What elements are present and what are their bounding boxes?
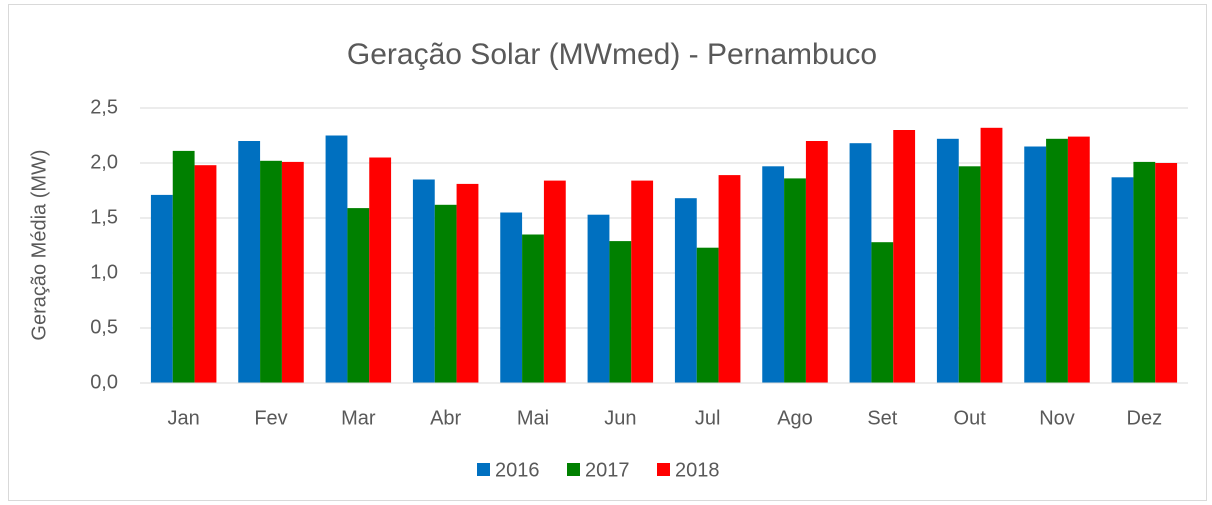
bar xyxy=(500,212,523,383)
bar xyxy=(1111,177,1134,383)
legend-swatch xyxy=(657,463,670,476)
y-tick-label: 1,0 xyxy=(90,261,118,283)
x-tick-label: Jul xyxy=(695,407,721,429)
y-axis-label: Geração Média (MW) xyxy=(28,149,50,340)
bar xyxy=(281,161,304,383)
bar xyxy=(609,241,632,383)
bar xyxy=(674,198,697,383)
bar xyxy=(871,242,894,383)
bar xyxy=(718,175,741,383)
y-tick-label: 2,5 xyxy=(90,96,118,118)
x-tick-label: Ago xyxy=(777,407,813,429)
bar xyxy=(194,165,217,383)
legend-swatch xyxy=(567,463,580,476)
bar xyxy=(849,143,872,383)
bar xyxy=(696,247,719,383)
bar xyxy=(762,166,785,383)
x-tick-label: Mar xyxy=(341,407,376,429)
x-tick-label: Nov xyxy=(1039,407,1075,429)
x-tick-label: Set xyxy=(867,407,897,429)
legend-label: 2017 xyxy=(585,459,630,481)
bar xyxy=(150,194,173,383)
bar xyxy=(172,150,195,383)
chart-title: Geração Solar (MWmed) - Pernambuco xyxy=(347,38,877,71)
legend-swatch xyxy=(477,463,490,476)
legend-label: 2018 xyxy=(675,459,720,481)
bar xyxy=(893,130,916,383)
bar xyxy=(434,204,457,383)
bar xyxy=(522,234,544,383)
bar xyxy=(980,127,1003,383)
y-tick-label: 1,5 xyxy=(90,206,118,228)
x-tick-label: Jun xyxy=(604,407,636,429)
x-tick-label: Mai xyxy=(517,407,549,429)
bar xyxy=(1067,136,1090,383)
bar xyxy=(456,183,479,383)
x-tick-label: Jan xyxy=(168,407,200,429)
bar xyxy=(238,141,261,383)
x-tick-label: Out xyxy=(954,407,987,429)
bar xyxy=(958,166,981,383)
bar xyxy=(369,157,392,383)
bar xyxy=(260,160,282,383)
x-tick-label: Abr xyxy=(430,407,461,429)
bar xyxy=(1155,163,1178,383)
y-tick-label: 2,0 xyxy=(90,151,118,173)
bar xyxy=(805,141,828,383)
bar xyxy=(1133,161,1156,383)
bar xyxy=(412,179,435,383)
bar xyxy=(347,208,370,383)
legend-label: 2016 xyxy=(495,459,540,481)
bar xyxy=(587,214,610,383)
y-tick-label: 0,0 xyxy=(90,371,118,393)
bar xyxy=(936,138,959,383)
bar xyxy=(325,135,348,383)
bar xyxy=(784,178,806,383)
bar xyxy=(1024,146,1047,383)
x-tick-label: Fev xyxy=(254,407,287,429)
x-tick-label: Dez xyxy=(1127,407,1163,429)
y-tick-label: 0,5 xyxy=(90,316,118,338)
bar xyxy=(543,180,566,383)
bar xyxy=(631,180,654,383)
bar xyxy=(1046,138,1068,383)
